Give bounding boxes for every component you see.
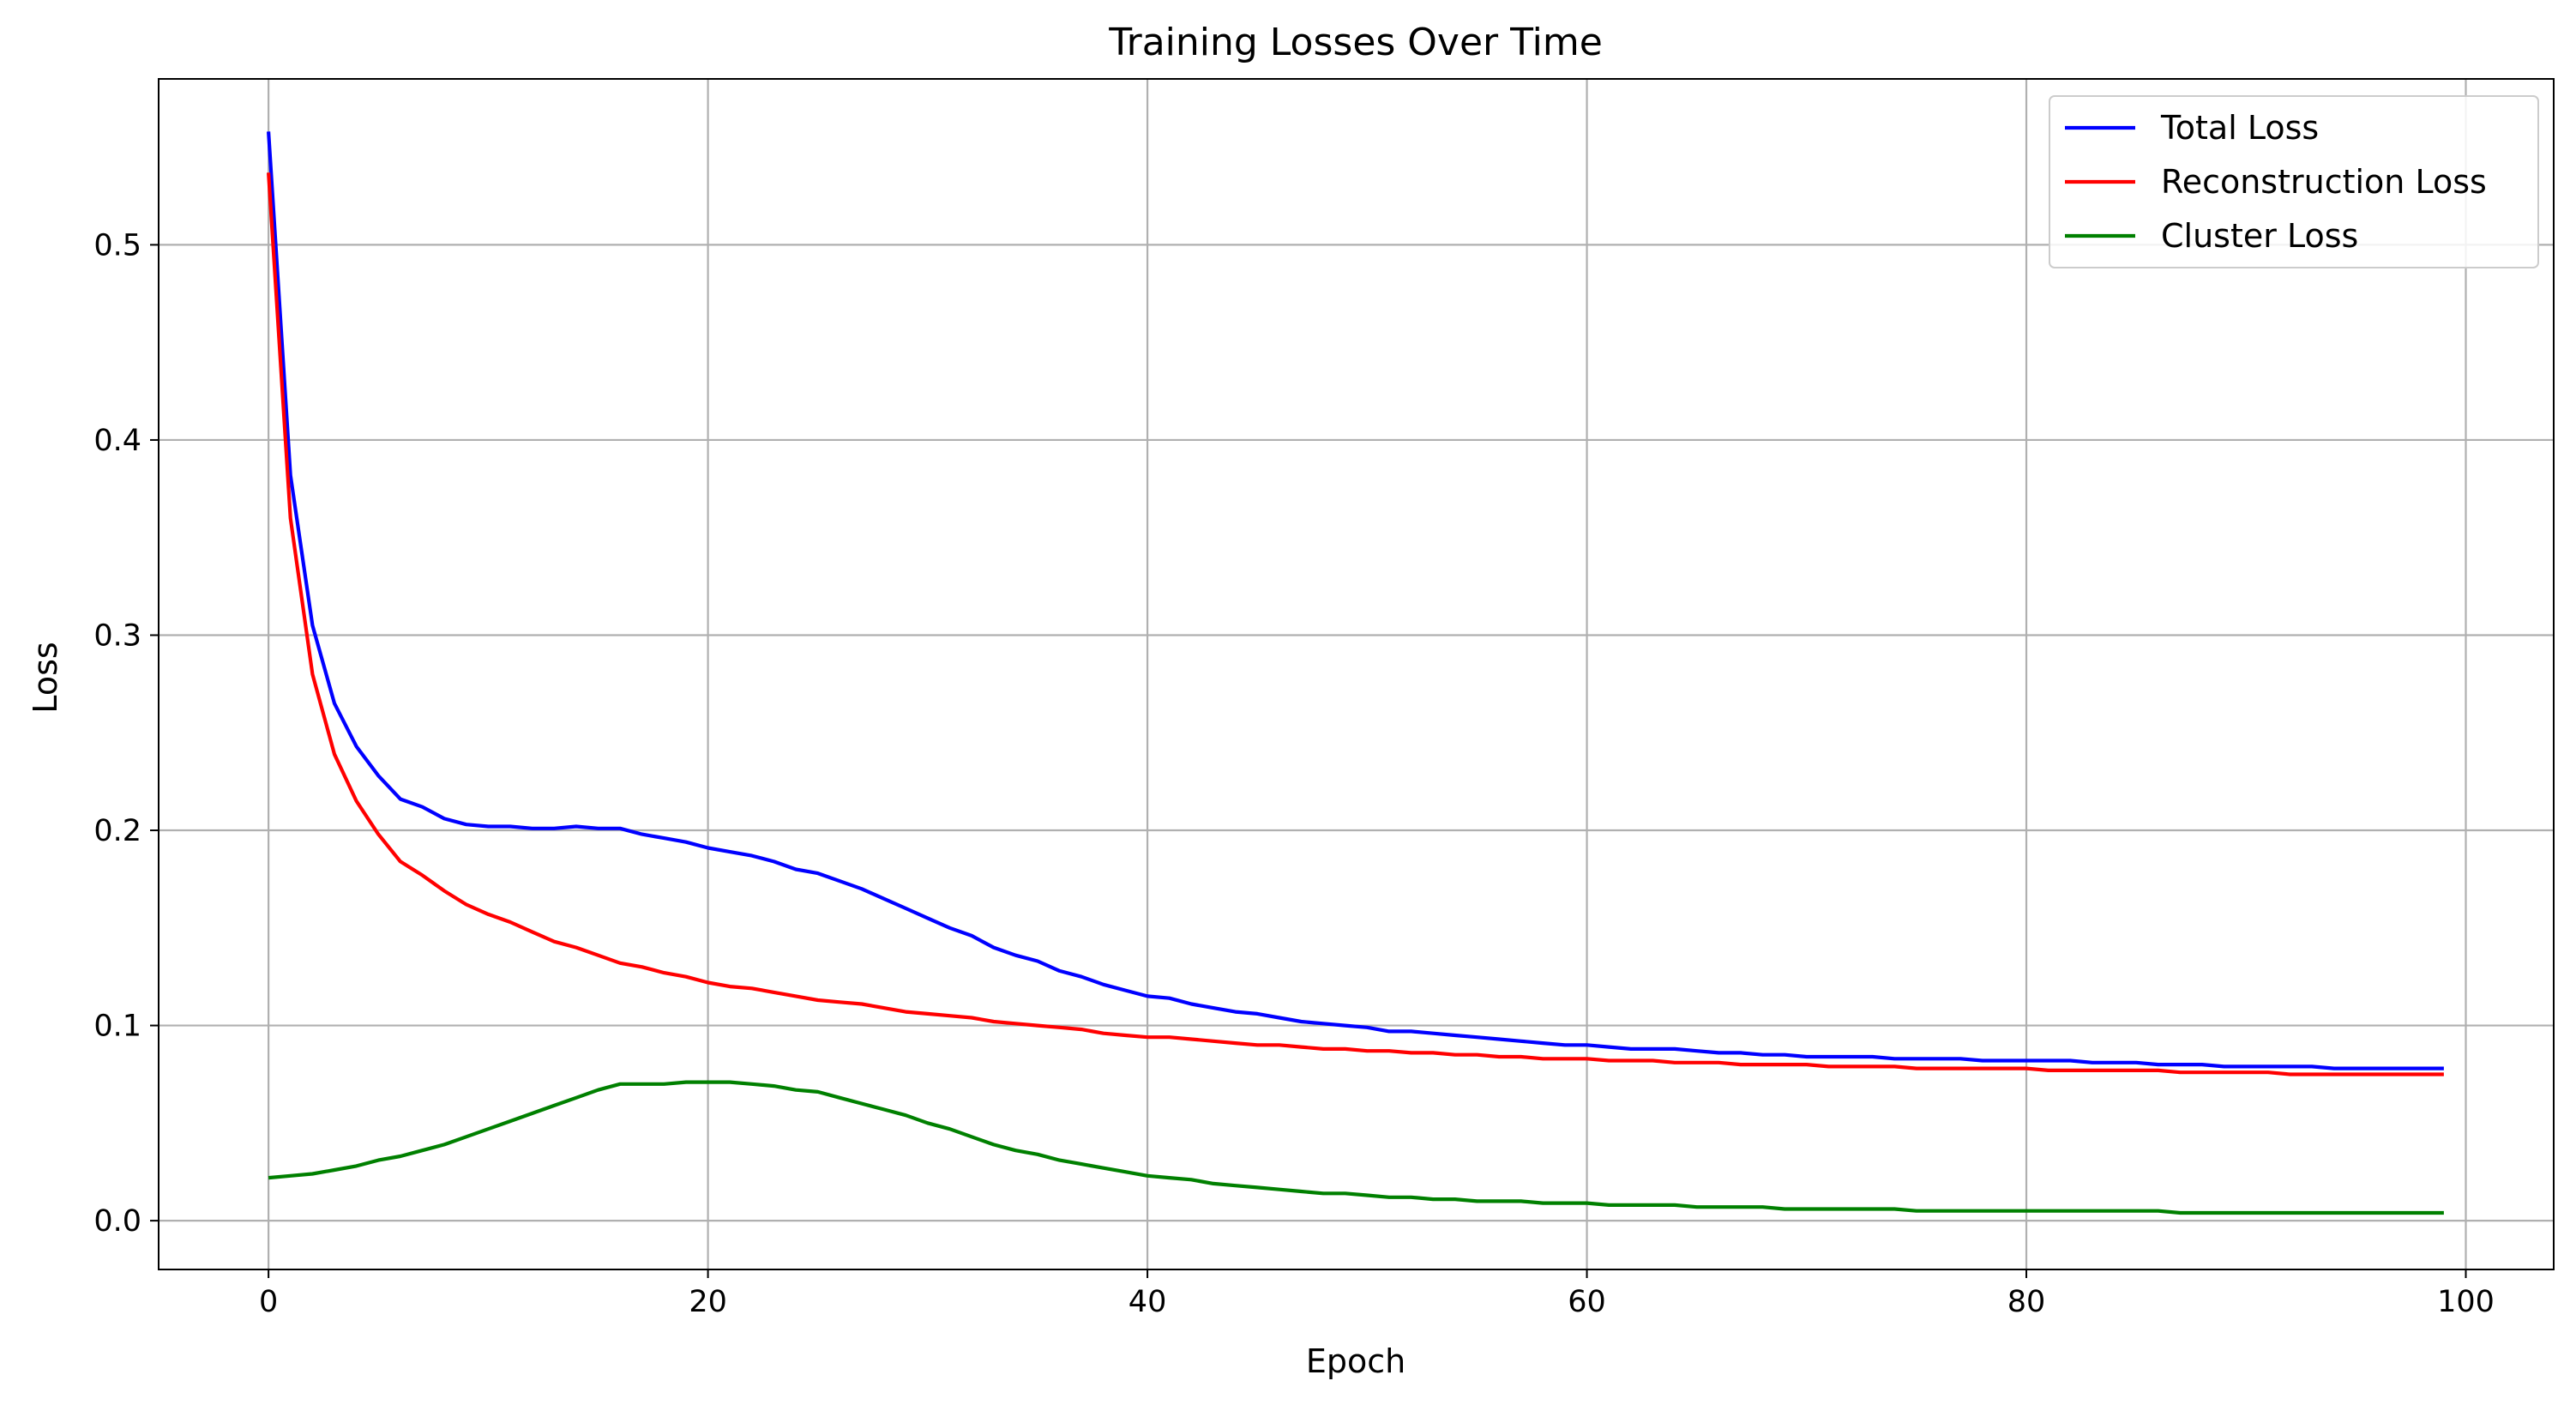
y-tick-label: 0.5 (93, 228, 141, 262)
series-line-1 (267, 172, 2444, 1076)
legend-label: Reconstruction Loss (2161, 163, 2487, 201)
x-tick-label: 40 (1129, 1285, 1167, 1319)
series-line-2 (268, 1080, 2444, 1215)
series-lines (267, 131, 2444, 1215)
legend-box (2049, 95, 2539, 268)
x-tick-label: 80 (2007, 1285, 2046, 1319)
y-axis-label: Loss (27, 642, 64, 713)
y-tick-label: 0.4 (93, 424, 141, 458)
legend: Total Loss Reconstruction Loss Cluster Los… (2049, 95, 2539, 268)
axis-ticks: 0 20 40 60 80 100 0.0 0.1 0.2 0.3 0.4 0.5 (93, 228, 2495, 1319)
x-tick-label: 100 (2437, 1285, 2495, 1319)
legend-label: Total Loss (2160, 109, 2319, 147)
legend-label: Cluster Loss (2161, 217, 2358, 255)
y-tick-label: 0.3 (93, 618, 141, 653)
plot-frame (158, 78, 2555, 1270)
x-tick-label: 60 (1568, 1285, 1606, 1319)
y-tick-label: 0.2 (93, 814, 141, 848)
chart-title: Training Losses Over Time (1108, 21, 1603, 64)
series-line-0 (267, 131, 2444, 1070)
grid-lines (159, 79, 2554, 1269)
x-tick-label: 20 (689, 1285, 727, 1319)
x-axis-label: Epoch (1306, 1342, 1405, 1380)
y-tick-label: 0.1 (93, 1010, 141, 1044)
x-tick-label: 0 (259, 1285, 278, 1319)
y-tick-label: 0.0 (93, 1204, 141, 1239)
